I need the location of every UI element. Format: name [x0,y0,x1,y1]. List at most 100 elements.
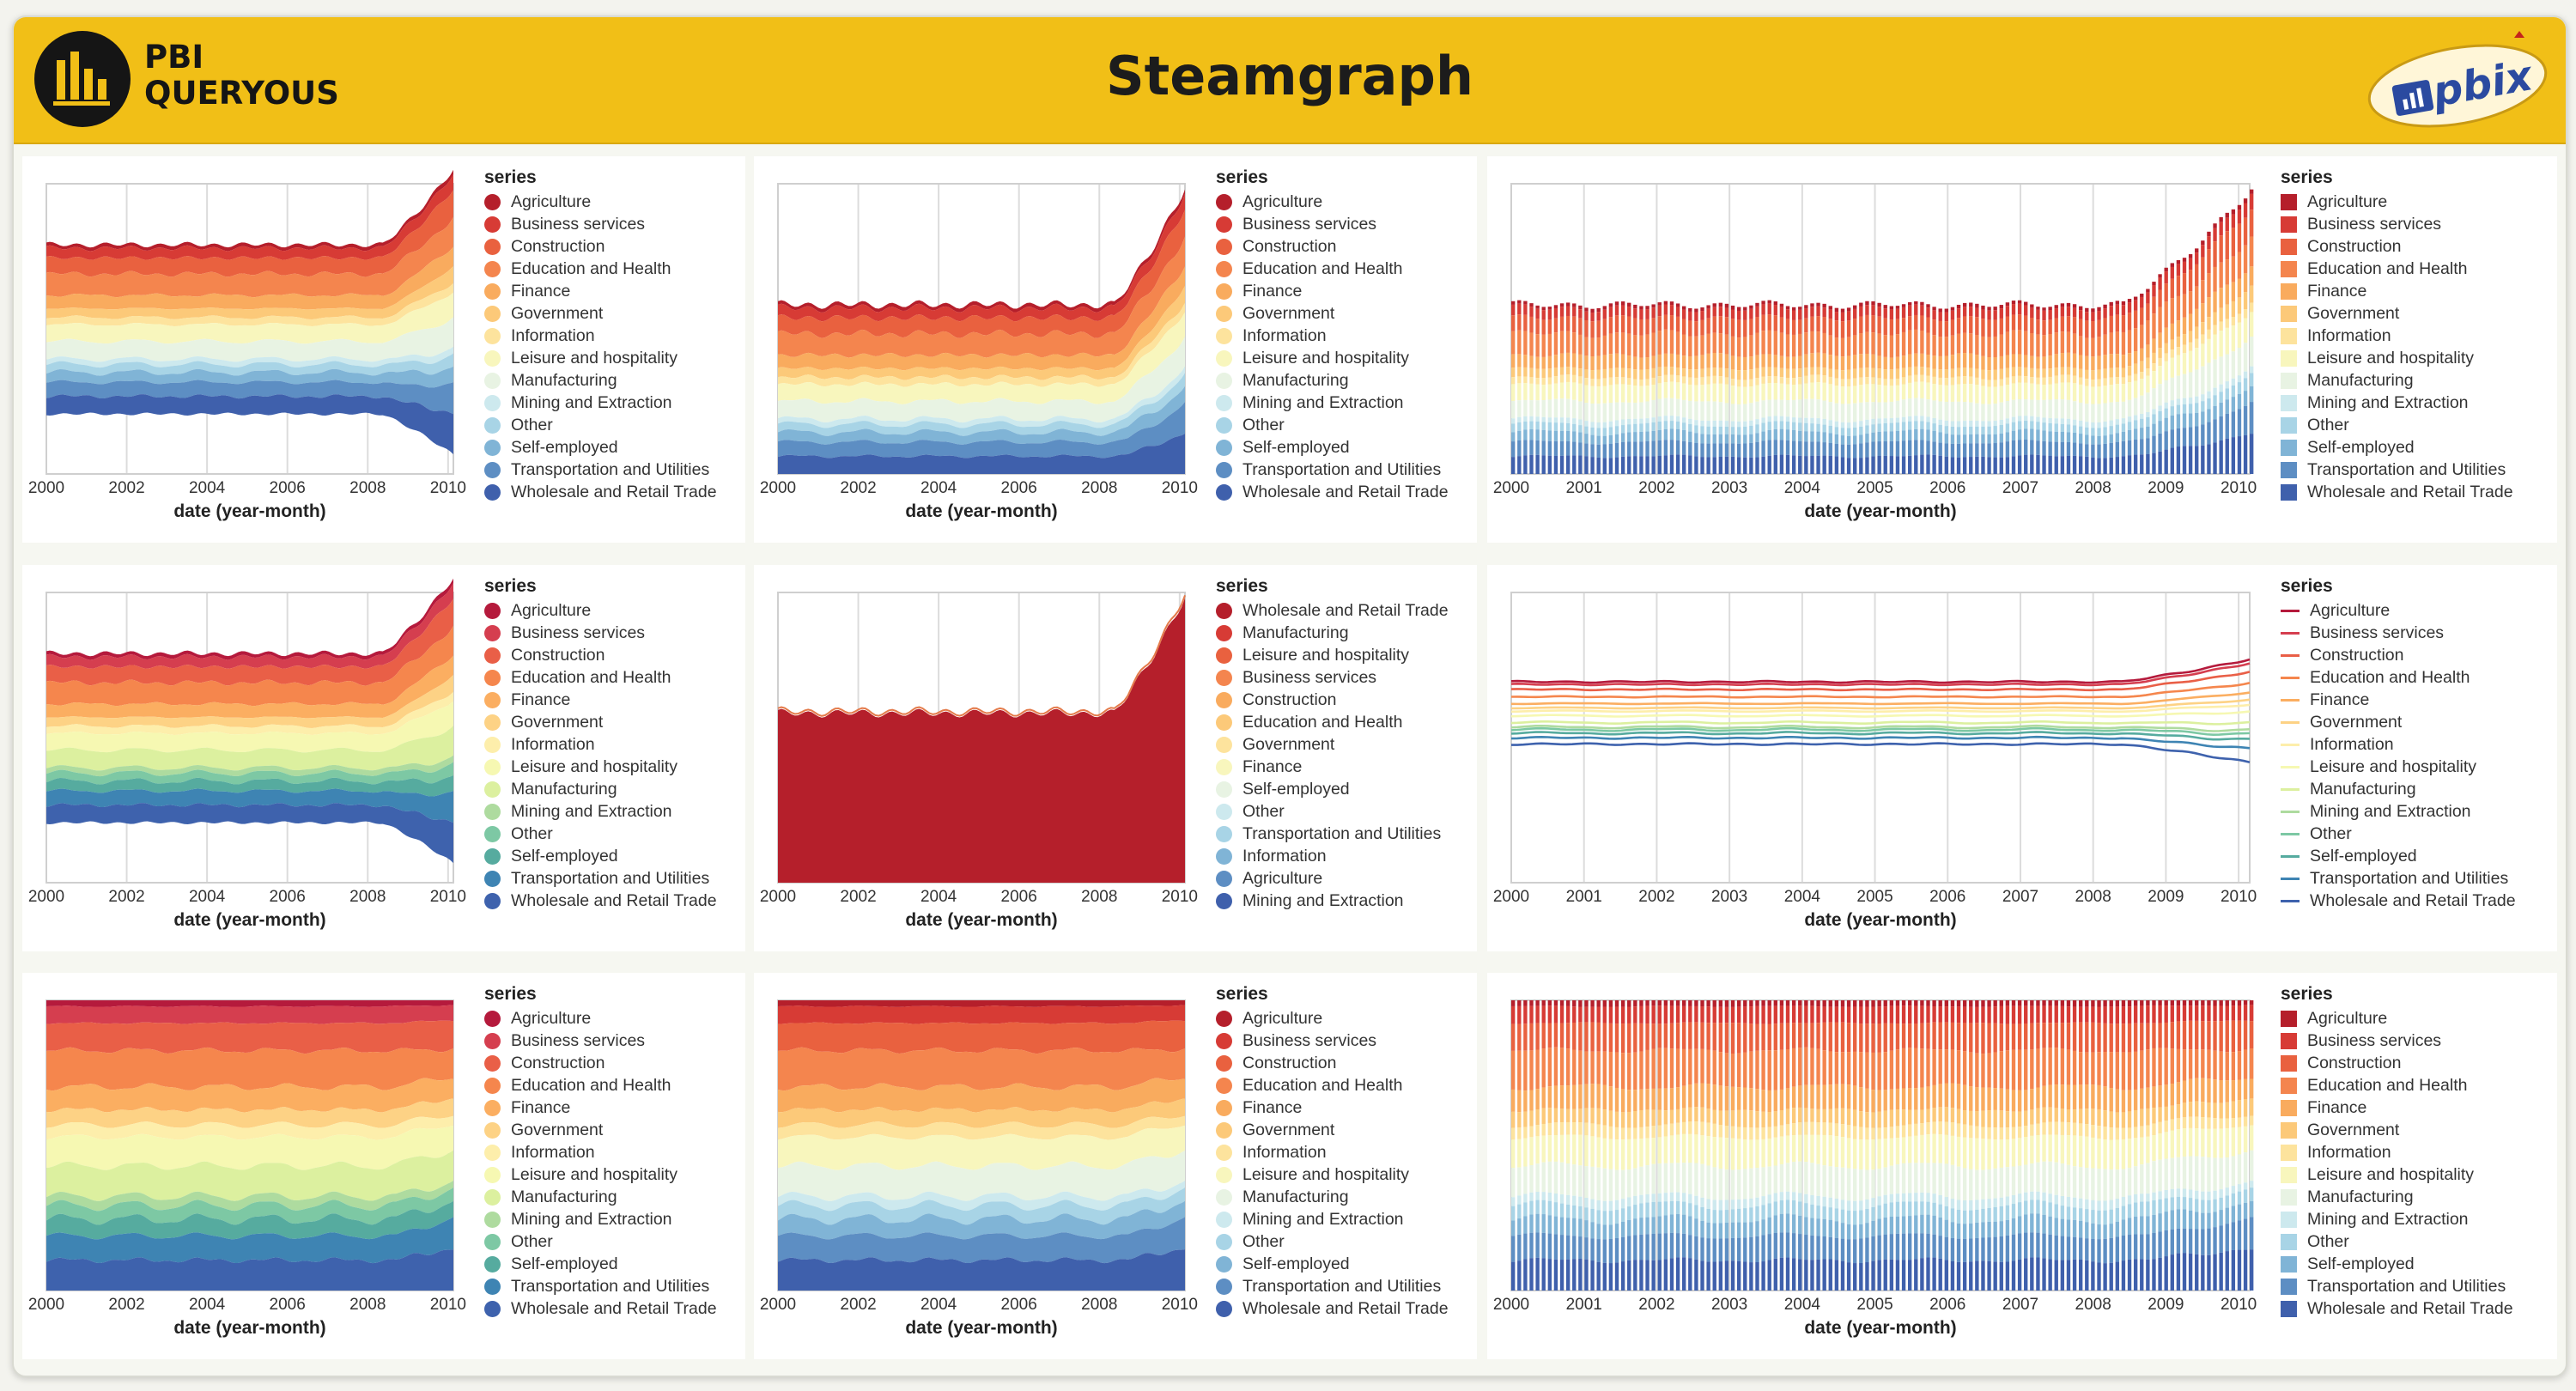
legend-item[interactable]: Education and Health [484,1074,717,1096]
legend-item[interactable]: Manufacturing [1216,1186,1449,1208]
legend-item[interactable]: Manufacturing [2281,778,2516,800]
legend-item[interactable]: Business services [484,622,717,644]
legend-item[interactable]: Manufacturing [1216,369,1449,392]
legend-item[interactable]: Government [1216,302,1449,325]
legend-item[interactable]: Transportation and Utilities [2281,867,2516,890]
legend-item[interactable]: Other [1216,800,1449,823]
legend-item[interactable]: Business services [1216,213,1449,235]
legend-item[interactable]: Government [2281,302,2513,325]
legend-item[interactable]: Transportation and Utilities [1216,1275,1449,1297]
legend-item[interactable]: Leisure and hospitality [2281,347,2513,369]
legend-item[interactable]: Self-employed [1216,778,1449,800]
legend-item[interactable]: Mining and Extraction [484,800,717,823]
legend-item[interactable]: Education and Health [2281,1074,2513,1096]
legend-item[interactable]: Leisure and hospitality [1216,1163,1449,1186]
legend-item[interactable]: Self-employed [2281,436,2513,459]
legend-item[interactable]: Finance [2281,689,2516,711]
legend-item[interactable]: Construction [1216,1052,1449,1074]
legend-item[interactable]: Manufacturing [484,778,717,800]
legend-item[interactable]: Education and Health [2281,258,2513,280]
legend-item[interactable]: Other [484,823,717,845]
legend-item[interactable]: Information [484,325,717,347]
legend-item[interactable]: Wholesale and Retail Trade [1216,599,1449,622]
legend-item[interactable]: Finance [484,1096,717,1119]
legend-item[interactable]: Other [1216,414,1449,436]
legend-item[interactable]: Other [484,414,717,436]
legend-item[interactable]: Business services [2281,622,2516,644]
legend-item[interactable]: Manufacturing [1216,622,1449,644]
legend-item[interactable]: Construction [1216,689,1449,711]
legend-item[interactable]: Education and Health [2281,666,2516,689]
legend-item[interactable]: Business services [2281,213,2513,235]
legend-item[interactable]: Transportation and Utilities [1216,823,1449,845]
legend-item[interactable]: Transportation and Utilities [2281,1275,2513,1297]
legend-item[interactable]: Government [484,302,717,325]
legend-item[interactable]: Education and Health [1216,258,1449,280]
legend-item[interactable]: Government [2281,1119,2513,1141]
legend-item[interactable]: Transportation and Utilities [2281,459,2513,481]
legend-item[interactable]: Information [484,733,717,756]
legend-item[interactable]: Wholesale and Retail Trade [2281,1297,2513,1320]
legend-item[interactable]: Government [1216,733,1449,756]
legend-item[interactable]: Finance [2281,1096,2513,1119]
legend-item[interactable]: Construction [2281,644,2516,666]
legend-item[interactable]: Mining and Extraction [484,1208,717,1230]
legend-item[interactable]: Information [2281,1141,2513,1163]
legend-item[interactable]: Finance [1216,756,1449,778]
legend-item[interactable]: Self-employed [484,436,717,459]
legend-item[interactable]: Information [484,1141,717,1163]
legend-item[interactable]: Construction [2281,235,2513,258]
legend-item[interactable]: Mining and Extraction [2281,392,2513,414]
legend-item[interactable]: Agriculture [1216,191,1449,213]
legend-item[interactable]: Leisure and hospitality [2281,1163,2513,1186]
legend-item[interactable]: Other [2281,1230,2513,1253]
legend-item[interactable]: Agriculture [2281,1007,2513,1030]
legend-item[interactable]: Leisure and hospitality [1216,644,1449,666]
legend-item[interactable]: Mining and Extraction [1216,890,1449,912]
legend-item[interactable]: Construction [484,644,717,666]
legend-item[interactable]: Other [1216,1230,1449,1253]
legend-item[interactable]: Wholesale and Retail Trade [484,890,717,912]
legend-item[interactable]: Wholesale and Retail Trade [2281,890,2516,912]
legend-item[interactable]: Mining and Extraction [484,392,717,414]
legend-item[interactable]: Agriculture [484,1007,717,1030]
legend-item[interactable]: Self-employed [1216,1253,1449,1275]
legend-item[interactable]: Leisure and hospitality [484,347,717,369]
legend-item[interactable]: Business services [484,213,717,235]
legend-item[interactable]: Mining and Extraction [2281,1208,2513,1230]
legend-item[interactable]: Government [484,1119,717,1141]
legend-item[interactable]: Agriculture [1216,867,1449,890]
legend-item[interactable]: Wholesale and Retail Trade [484,481,717,503]
legend-item[interactable]: Education and Health [1216,711,1449,733]
legend-item[interactable]: Agriculture [484,599,717,622]
legend-item[interactable]: Wholesale and Retail Trade [484,1297,717,1320]
legend-item[interactable]: Wholesale and Retail Trade [1216,1297,1449,1320]
legend-item[interactable]: Finance [2281,280,2513,302]
legend-item[interactable]: Manufacturing [2281,1186,2513,1208]
legend-item[interactable]: Finance [484,280,717,302]
legend-item[interactable]: Mining and Extraction [2281,800,2516,823]
legend-item[interactable]: Self-employed [484,1253,717,1275]
legend-item[interactable]: Construction [484,1052,717,1074]
legend-item[interactable]: Business services [484,1030,717,1052]
legend-item[interactable]: Self-employed [2281,1253,2513,1275]
legend-item[interactable]: Mining and Extraction [1216,392,1449,414]
legend-item[interactable]: Self-employed [484,845,717,867]
legend-item[interactable]: Business services [2281,1030,2513,1052]
legend-item[interactable]: Education and Health [484,666,717,689]
legend-item[interactable]: Government [484,711,717,733]
legend-item[interactable]: Transportation and Utilities [1216,459,1449,481]
legend-item[interactable]: Agriculture [2281,191,2513,213]
legend-item[interactable]: Construction [1216,235,1449,258]
legend-item[interactable]: Finance [1216,1096,1449,1119]
legend-item[interactable]: Construction [484,235,717,258]
legend-item[interactable]: Manufacturing [2281,369,2513,392]
legend-item[interactable]: Business services [1216,666,1449,689]
legend-item[interactable]: Finance [484,689,717,711]
legend-item[interactable]: Wholesale and Retail Trade [1216,481,1449,503]
legend-item[interactable]: Manufacturing [484,369,717,392]
legend-item[interactable]: Other [2281,823,2516,845]
legend-item[interactable]: Government [1216,1119,1449,1141]
legend-item[interactable]: Wholesale and Retail Trade [2281,481,2513,503]
legend-item[interactable]: Information [2281,325,2513,347]
